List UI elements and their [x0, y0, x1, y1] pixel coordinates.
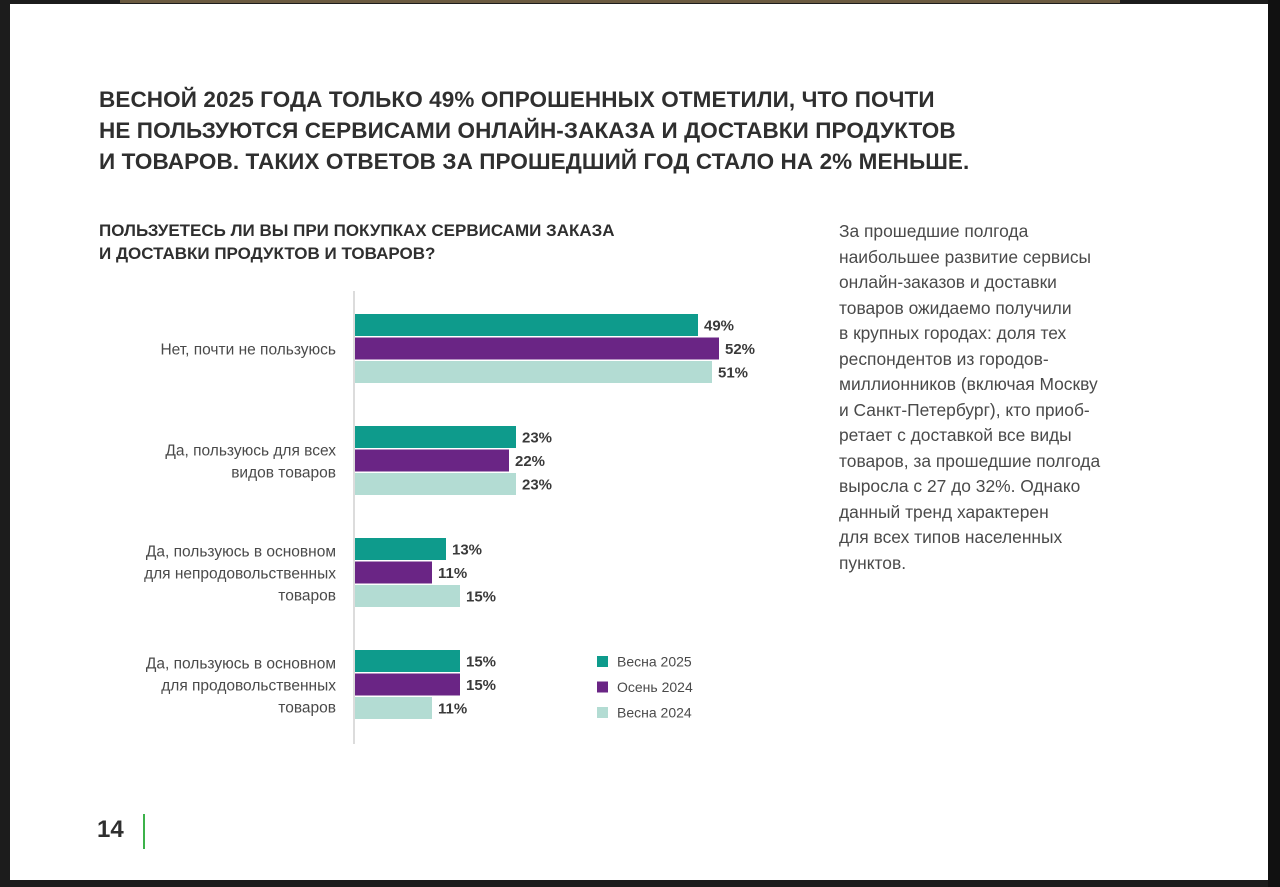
bar-3 — [355, 585, 460, 607]
side-text-line: товаров ожидаемо получили — [839, 297, 1072, 318]
bar-3 — [355, 361, 712, 383]
bar-1 — [355, 314, 698, 336]
bar-1 — [355, 426, 516, 448]
value-label: 15% — [466, 654, 496, 671]
category-label: видов товаров — [231, 464, 336, 481]
category-label: товаров — [278, 699, 336, 716]
bar-1 — [355, 538, 446, 560]
value-label: 49% — [704, 318, 734, 335]
legend-swatch — [597, 707, 608, 718]
bar-3 — [355, 473, 516, 495]
chart-title-line: И ДОСТАВКИ ПРОДУКТОВ И ТОВАРОВ? — [99, 244, 436, 263]
side-text-line: онлайн-заказов и доставки — [839, 272, 1057, 292]
category-label: товаров — [278, 587, 336, 604]
value-label: 52% — [725, 341, 755, 358]
bar-2 — [355, 337, 719, 360]
value-label: 13% — [452, 542, 482, 559]
side-text-line: и Санкт-Петербург), кто приоб- — [839, 399, 1090, 420]
chart-title: ПОЛЬЗУЕТЕСЬ ЛИ ВЫ ПРИ ПОКУПКАХ СЕРВИСАМИ… — [99, 219, 779, 265]
category-label: Да, пользуюсь в основном — [146, 655, 336, 672]
value-label: 11% — [438, 565, 467, 582]
category-label: Нет, почти не пользуюсь — [160, 341, 336, 358]
bar-3 — [355, 697, 432, 719]
value-label: 11% — [438, 701, 467, 718]
side-text-line: данный тренд характерен — [839, 501, 1049, 522]
legend-swatch — [597, 656, 608, 667]
page-number: 14 — [97, 816, 124, 843]
value-label: 23% — [522, 430, 552, 447]
legend-label: Весна 2025 — [617, 654, 692, 670]
value-label: 15% — [466, 589, 496, 606]
headline-line: И ТОВАРОВ. ТАКИХ ОТВЕТОВ ЗА ПРОШЕДШИЙ ГО… — [99, 149, 970, 174]
value-label: 22% — [515, 453, 545, 470]
report-page: ВЕСНОЙ 2025 ГОДА ТОЛЬКО 49% ОПРОШЕННЫХ О… — [10, 4, 1268, 880]
side-text-line: товаров, за прошедшие полгода — [839, 450, 1101, 471]
value-label: 23% — [522, 477, 552, 494]
page-number-divider — [143, 814, 145, 849]
category-label: Да, пользуюсь в основном — [146, 543, 336, 560]
window-edge — [1268, 0, 1280, 887]
side-text-line: для всех типов населенных — [839, 527, 1063, 547]
side-text-line: пунктов. — [839, 552, 907, 573]
headline-line: НЕ ПОЛЬЗУЮТСЯ СЕРВИСАМИ ОНЛАЙН-ЗАКАЗА И … — [99, 118, 956, 143]
side-text-line: в крупных городах: доля тех — [839, 323, 1067, 343]
bar-2 — [355, 449, 509, 472]
side-text-line: За прошедшие полгода — [839, 221, 1029, 241]
side-text-line: ретает с доставкой все виды — [839, 425, 1072, 445]
side-commentary: За прошедшие полгода наибольшее развитие… — [839, 219, 1179, 576]
value-label: 15% — [466, 677, 496, 694]
side-text-line: миллионников (включая Москву — [839, 374, 1098, 394]
category-label: для непродовольственных — [144, 565, 336, 582]
bar-chart: Нет, почти не пользуюсь 49% 52% 51% Да, поль… — [144, 291, 755, 744]
side-text-line: респондентов из городов- — [839, 348, 1049, 369]
legend-label: Весна 2024 — [617, 705, 692, 721]
legend-label: Осень 2024 — [617, 679, 693, 695]
side-text-line: выросла с 27 до 32%. Однако — [839, 476, 1081, 496]
top-photo-strip — [120, 0, 1120, 3]
chart-title-line: ПОЛЬЗУЕТЕСЬ ЛИ ВЫ ПРИ ПОКУПКАХ СЕРВИСАМИ… — [99, 221, 615, 240]
bar-2 — [355, 673, 460, 696]
value-label: 51% — [718, 365, 748, 382]
legend-swatch — [597, 681, 608, 693]
side-text-line: наибольшее развитие сервисы — [839, 246, 1092, 267]
bar-1 — [355, 650, 460, 672]
page-headline: ВЕСНОЙ 2025 ГОДА ТОЛЬКО 49% ОПРОШЕННЫХ О… — [99, 84, 1099, 177]
category-label: Да, пользуюсь для всех — [165, 442, 336, 459]
bar-2 — [355, 561, 432, 584]
category-label: для продовольственных — [161, 677, 336, 694]
headline-line: ВЕСНОЙ 2025 ГОДА ТОЛЬКО 49% ОПРОШЕННЫХ О… — [99, 87, 935, 112]
